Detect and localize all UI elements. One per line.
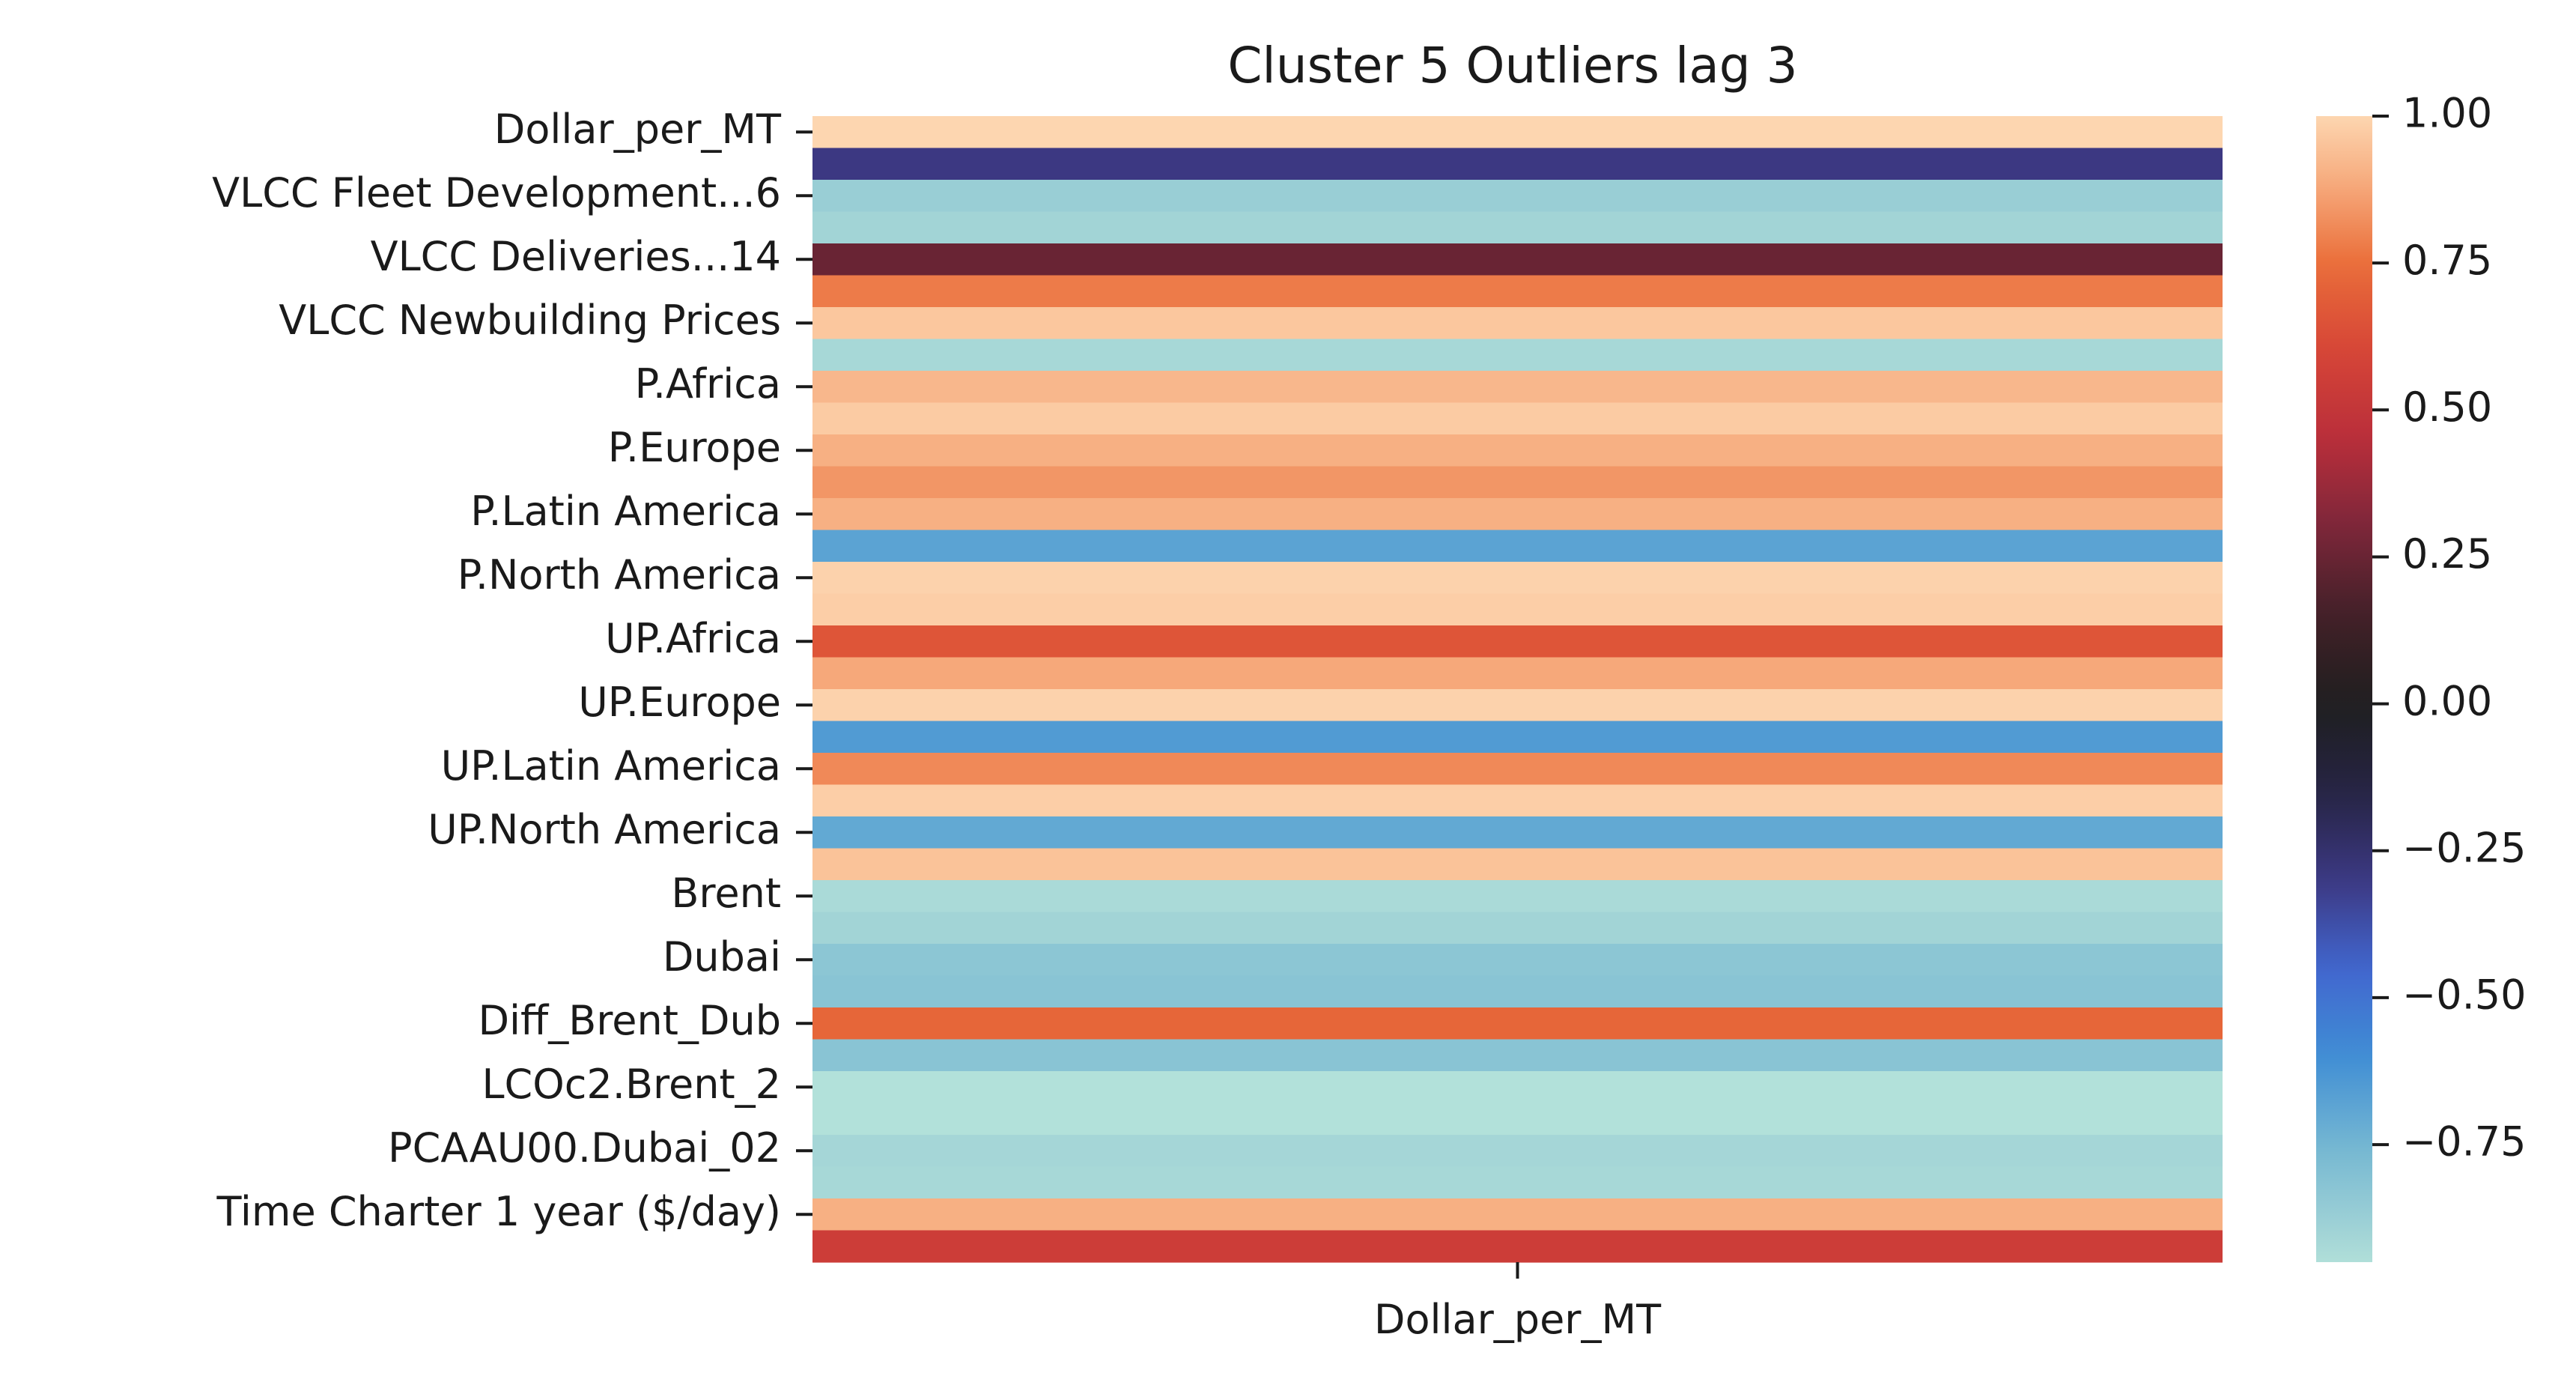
heatmap-cell (812, 339, 2223, 372)
y-tick-label: Dollar_per_MT (494, 106, 782, 153)
heatmap-cell (812, 275, 2223, 308)
y-tick-label: P.Latin America (470, 488, 781, 535)
heatmap-cell (812, 1007, 2223, 1040)
heatmap-cell (812, 307, 2223, 340)
colorbar-tick-label: −0.50 (2402, 972, 2526, 1019)
heatmap-cell (812, 1039, 2223, 1072)
colorbar-tick-label: 1.00 (2402, 90, 2492, 137)
colorbar-tick-label: −0.25 (2402, 824, 2526, 871)
y-tick-label: UP.Latin America (441, 742, 781, 789)
colorbar-tick-label: −0.75 (2402, 1118, 2526, 1166)
heatmap-cell (812, 944, 2223, 977)
heatmap-cell (812, 975, 2223, 1008)
heatmap-cell (812, 625, 2223, 658)
y-tick-label: Brent (671, 870, 781, 917)
heatmap-cells (812, 116, 2223, 1263)
y-tick-label: Time Charter 1 year ($/day) (216, 1188, 781, 1235)
colorbar-tick-label: 0.00 (2402, 677, 2492, 724)
heatmap-cell (812, 371, 2223, 404)
heatmap-cell (812, 1198, 2223, 1231)
colorbar-tick-label: 0.75 (2402, 237, 2492, 284)
heatmap-cell (812, 1103, 2223, 1136)
y-tick-label: Dubai (663, 933, 781, 981)
y-tick-label: VLCC Newbuilding Prices (279, 297, 781, 344)
heatmap-cell (812, 434, 2223, 467)
y-tick-label: Diff_Brent_Dub (478, 997, 781, 1044)
heatmap-cell (812, 1135, 2223, 1168)
heatmap-cell (812, 848, 2223, 881)
x-tick-label: Dollar_per_MT (1374, 1296, 1662, 1343)
heatmap-cell (812, 1166, 2223, 1199)
y-tick-label: VLCC Deliveries...14 (371, 233, 781, 280)
heatmap-cell (812, 912, 2223, 945)
x-axis-ticks: Dollar_per_MT (1374, 1262, 1662, 1343)
heatmap-cell (812, 180, 2223, 213)
heatmap-cell (812, 816, 2223, 849)
colorbar-tick-label: 0.25 (2402, 530, 2492, 578)
heatmap-cell (812, 753, 2223, 786)
y-tick-label: UP.Africa (605, 615, 781, 662)
heatmap-cell (812, 784, 2223, 817)
chart-title: Cluster 5 Outliers lag 3 (1227, 37, 1797, 94)
heatmap-cell (812, 657, 2223, 690)
y-tick-label: UP.North America (428, 806, 781, 853)
y-tick-label: P.Africa (635, 360, 781, 407)
colorbar (2316, 116, 2372, 1262)
heatmap-cell (812, 593, 2223, 626)
y-tick-label: VLCC Fleet Development...6 (212, 169, 781, 216)
colorbar-tick-label: 0.50 (2402, 384, 2492, 431)
heatmap-cell (812, 1230, 2223, 1263)
heatmap-cell (812, 466, 2223, 499)
y-tick-label: PCAAU00.Dubai_02 (388, 1124, 781, 1172)
heatmap-cell (812, 402, 2223, 435)
heatmap-cell (812, 530, 2223, 563)
heatmap-cell (812, 243, 2223, 276)
y-tick-label: LCOc2.Brent_2 (482, 1061, 781, 1108)
colorbar-ticks: 1.00 0.75 0.50 0.25 0.00 −0.25 −0.50 −0.75 (2372, 90, 2526, 1166)
heatmap-cell (812, 148, 2223, 181)
y-tick-label: P.Europe (608, 424, 781, 471)
heatmap-cell (812, 689, 2223, 722)
heatmap-cell (812, 721, 2223, 754)
heatmap-cell (812, 1071, 2223, 1104)
heatmap-cell (812, 880, 2223, 913)
heatmap-cell (812, 562, 2223, 595)
heatmap-cell (812, 498, 2223, 531)
heatmap-cell (812, 116, 2223, 149)
y-tick-label: UP.Europe (578, 679, 781, 726)
heatmap-cell (812, 211, 2223, 244)
y-axis-ticks: Dollar_per_MT VLCC Fleet Development...6 V… (212, 106, 812, 1235)
y-tick-label: P.North America (458, 551, 781, 598)
